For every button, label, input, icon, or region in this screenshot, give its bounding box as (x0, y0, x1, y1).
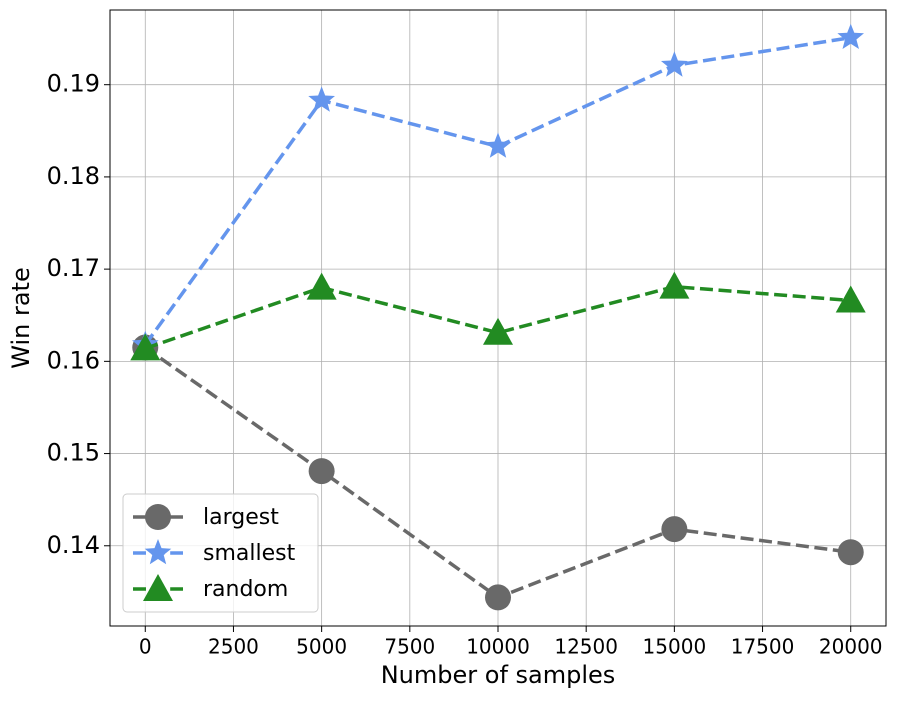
marker (835, 285, 866, 313)
marker (143, 574, 173, 601)
plot-frame (109, 9, 887, 627)
x-tick-label: 5000 (296, 635, 347, 659)
x-tick-label: 10000 (466, 635, 530, 659)
legend-label: random (203, 577, 288, 602)
marker (837, 23, 864, 49)
y-tick-label: 0.16 (47, 346, 100, 374)
marker (308, 458, 335, 485)
y-tick-label: 0.17 (47, 254, 100, 282)
y-tick-label: 0.14 (47, 531, 100, 559)
x-tick-label: 15000 (643, 635, 707, 659)
marker (661, 516, 688, 543)
marker (130, 333, 161, 361)
x-tick-label: 2500 (208, 635, 259, 659)
legend-label: smallest (203, 541, 296, 566)
marker (484, 132, 512, 158)
legend-label: largest (203, 505, 279, 530)
x-tick-label: 7500 (384, 635, 435, 659)
marker (308, 86, 335, 112)
x-axis-label: Number of samples (381, 661, 616, 689)
marker (485, 584, 511, 611)
marker (483, 317, 513, 345)
marker (661, 51, 688, 77)
line (144, 284, 851, 351)
marker (145, 504, 171, 530)
y-axis-label: Win rate (7, 267, 35, 368)
x-tick-label: 20000 (819, 635, 883, 659)
legend-box (122, 493, 319, 613)
marker (659, 271, 690, 299)
legend: largest smallest random (122, 493, 319, 613)
y-tick-label: 0.19 (47, 70, 100, 98)
x-tick-label: 0 (139, 635, 152, 659)
marker (144, 539, 172, 565)
y-tick-label: 0.15 (47, 439, 100, 467)
x-tick-label: 17500 (731, 635, 795, 659)
y-tick-label: 0.18 (47, 162, 100, 190)
marker (837, 539, 864, 566)
x-tick-label: 12500 (554, 635, 618, 659)
marker (306, 272, 337, 300)
